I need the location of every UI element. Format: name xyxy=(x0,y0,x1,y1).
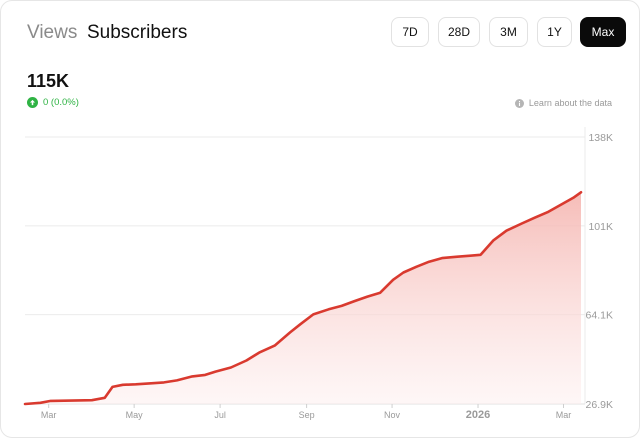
series-line xyxy=(23,191,583,406)
info-icon xyxy=(514,99,524,108)
x-tick-label: May xyxy=(126,410,144,420)
arrow-up-icon xyxy=(27,96,38,108)
x-tick-label: Nov xyxy=(384,410,401,420)
x-tick-label: Mar xyxy=(556,410,572,420)
y-tick-label: 101K xyxy=(588,221,613,233)
x-tick-label: Sep xyxy=(299,410,315,420)
x-tick-label: 2026 xyxy=(466,409,490,421)
range-3m-button[interactable]: 3M xyxy=(489,17,528,47)
metric-change-text: 0 (0.0%) xyxy=(43,96,79,108)
y-tick-label: 64.1K xyxy=(586,310,613,322)
series-area xyxy=(25,192,581,404)
metric-change: 0 (0.0%) xyxy=(27,96,79,108)
range-1y-button[interactable]: 1Y xyxy=(537,17,572,47)
x-tick-label: Jul xyxy=(214,410,226,420)
learn-about-data-link[interactable]: Learn about the data xyxy=(514,98,612,109)
metric-value: 115K xyxy=(27,71,70,91)
range-28d-button[interactable]: 28D xyxy=(438,17,480,47)
learn-about-data-label: Learn about the data xyxy=(528,98,612,108)
tab-subscribers[interactable]: Subscribers xyxy=(87,22,188,43)
y-tick-label: 26.9K xyxy=(586,399,613,411)
range-7d-button[interactable]: 7D xyxy=(391,17,429,47)
tab-views[interactable]: Views xyxy=(27,22,78,43)
y-tick-label: 138K xyxy=(588,132,613,144)
range-max-button[interactable]: Max xyxy=(580,17,626,47)
x-tick-label: Mar xyxy=(41,410,57,420)
